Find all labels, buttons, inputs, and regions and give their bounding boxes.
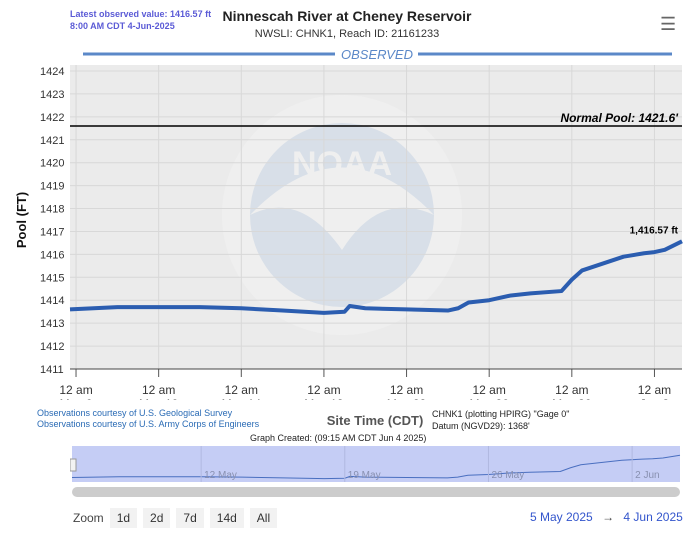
zoom-bar: Zoom 1d 2d 7d 14d All xyxy=(73,508,278,528)
y-tick-label: 1421 xyxy=(40,135,64,147)
zoom-7d-button[interactable]: 7d xyxy=(176,508,204,528)
normal-pool-label: Normal Pool: 1421.6' xyxy=(560,111,679,125)
gage-text: CHNK1 (plotting HPIRG) "Gage 0" xyxy=(432,409,570,419)
x-tick-label: May 6 xyxy=(60,397,93,400)
credit-usace[interactable]: Observations courtesy of U.S. Army Corps… xyxy=(37,419,260,429)
hamburger-menu-icon[interactable]: ☰ xyxy=(660,14,677,34)
noaa-watermark: NOAA xyxy=(222,95,462,335)
y-tick-label: 1416 xyxy=(40,249,64,261)
graph-created: Graph Created: (09:15 AM CDT Jun 4 2025) xyxy=(250,433,427,443)
y-tick-label: 1411 xyxy=(40,364,64,376)
navigator-label: 2 Jun xyxy=(635,470,659,481)
x-tick-label: 12 am xyxy=(307,383,340,397)
y-tick-label: 1414 xyxy=(40,295,64,307)
x-tick-label: 12 am xyxy=(225,383,258,397)
latest-time: 8:00 AM CDT 4-Jun-2025 xyxy=(70,21,175,31)
y-tick-label: 1422 xyxy=(40,112,64,124)
noaa-watermark-text: NOAA xyxy=(292,145,392,183)
chart: NOAA 1411 1412 1413 1414 1415 1416 1417 1418 1419… xyxy=(14,47,683,400)
observed-label: OBSERVED xyxy=(341,47,413,62)
y-tick-label: 1424 xyxy=(40,66,64,78)
zoom-14d-button[interactable]: 14d xyxy=(209,508,244,528)
y-tick-label: 1412 xyxy=(40,341,64,353)
y-tick-label: 1415 xyxy=(40,272,64,284)
zoom-all-button[interactable]: All xyxy=(249,508,278,528)
x-tick-label: May 26 xyxy=(470,397,510,400)
latest-value: Latest observed value: 1416.57 ft 8:00 AM… xyxy=(70,8,211,32)
x-tick-label: 12 am xyxy=(555,383,588,397)
x-tick-label: 12 am xyxy=(142,383,175,397)
x-tick-label: May 14 xyxy=(222,397,262,400)
y-tick-label: 1417 xyxy=(40,226,64,238)
navigator-label: 12 May xyxy=(204,470,237,481)
x-tick-label: May 30 xyxy=(552,397,592,400)
range-to[interactable]: 4 Jun 2025 xyxy=(623,510,683,524)
navigator-handle-left xyxy=(70,458,77,472)
navigator-label: 19 May xyxy=(348,470,381,481)
date-range: 5 May 2025 → 4 Jun 2025 xyxy=(530,510,683,524)
navigator-window xyxy=(72,446,680,482)
navigator[interactable]: 12 May 19 May 26 May 2 Jun xyxy=(70,446,682,498)
latest-point-label: 1,416.57 ft xyxy=(630,225,679,236)
y-tick-label: 1413 xyxy=(40,318,64,330)
zoom-1d-button[interactable]: 1d xyxy=(109,508,138,528)
x-tick-label: 12 am xyxy=(390,383,423,397)
navigator-scrollbar xyxy=(72,487,680,497)
chart-title: Ninnescah River at Cheney Reservoir xyxy=(222,8,472,24)
x-tick-label: May 10 xyxy=(139,397,179,400)
x-tick-label: Jun 3 xyxy=(640,397,670,400)
datum-text: Datum (NGVD29): 1368' xyxy=(432,421,530,431)
chart-subtitle: NWSLI: CHNK1, Reach ID: 21161233 xyxy=(254,28,440,40)
y-tick-label: 1418 xyxy=(40,204,64,216)
x-tick-label: 12 am xyxy=(59,383,92,397)
x-tick-label: 12 am xyxy=(638,383,671,397)
x-tick-label: May 18 xyxy=(304,397,344,400)
credit-usgs[interactable]: Observations courtesy of U.S. Geological… xyxy=(37,408,233,418)
zoom-label: Zoom xyxy=(73,511,104,525)
credits: Observations courtesy of U.S. Geological… xyxy=(37,408,259,430)
y-tick-label: 1423 xyxy=(40,89,64,101)
x-axis-title: Site Time (CDT) xyxy=(326,413,424,428)
gage-info: CHNK1 (plotting HPIRG) "Gage 0" Datum (NG… xyxy=(432,408,569,432)
latest-value-text: Latest observed value: 1416.57 ft xyxy=(70,9,212,19)
x-tick-label: 12 am xyxy=(473,383,506,397)
zoom-2d-button[interactable]: 2d xyxy=(143,508,171,528)
x-tick-label: May 22 xyxy=(387,397,427,400)
y-tick-label: 1420 xyxy=(40,158,64,170)
range-from[interactable]: 5 May 2025 xyxy=(530,510,593,524)
observed-series-line xyxy=(69,239,683,315)
y-tick-label: 1419 xyxy=(40,181,64,193)
navigator-series xyxy=(71,454,681,480)
range-arrow: → xyxy=(602,510,615,524)
y-axis-title: Pool (FT) xyxy=(14,192,29,248)
navigator-label: 26 May xyxy=(491,470,524,481)
